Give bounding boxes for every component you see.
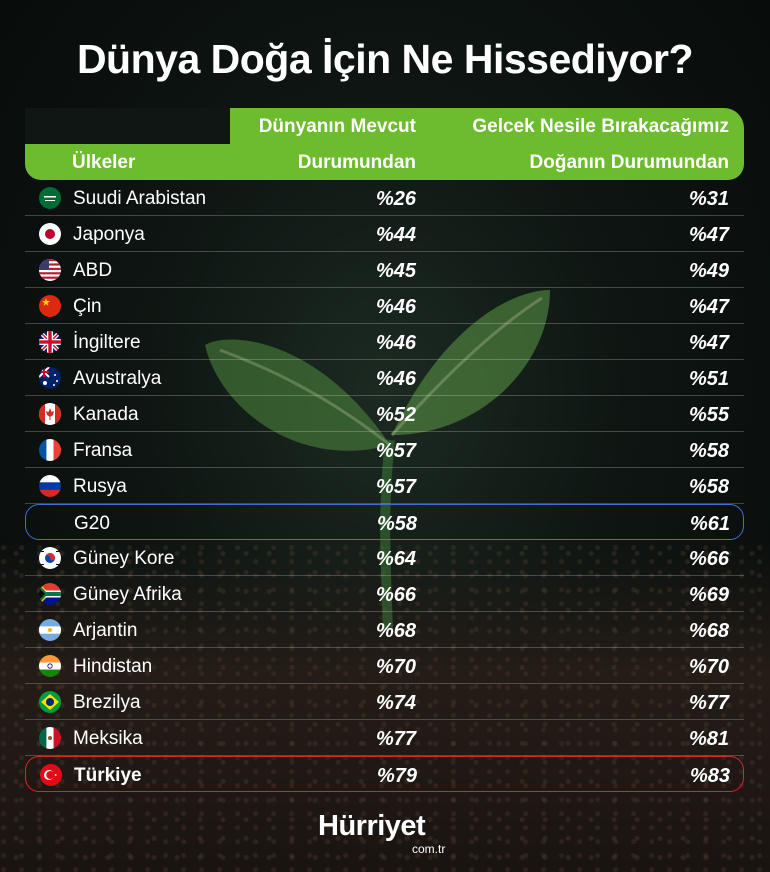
country-name: Meksika bbox=[73, 728, 143, 749]
current-state-value: %70 bbox=[375, 656, 416, 678]
table-row: Fransa %57 %58 bbox=[25, 432, 744, 468]
current-state-value: %52 bbox=[375, 404, 416, 426]
russia-flag-icon bbox=[39, 475, 61, 497]
future-state-value: %55 bbox=[688, 404, 729, 426]
country-name: Türkiye bbox=[74, 765, 142, 786]
table-row: Kanada %52 %55 bbox=[25, 396, 744, 432]
table-row: Çin %46 %47 bbox=[25, 288, 744, 324]
future-state-value: %77 bbox=[688, 692, 729, 714]
south-africa-flag-icon bbox=[39, 583, 61, 605]
country-name: Çin bbox=[73, 296, 102, 317]
india-flag-icon bbox=[39, 655, 61, 677]
future-state-value: %47 bbox=[688, 224, 729, 246]
current-state-value: %79 bbox=[376, 765, 417, 787]
future-state-value: %69 bbox=[688, 584, 729, 606]
future-state-value: %58 bbox=[688, 440, 729, 462]
country-name: Japonya bbox=[73, 224, 145, 245]
turkey-flag-icon bbox=[40, 764, 62, 786]
current-state-value: %77 bbox=[375, 728, 416, 750]
future-state-value: %47 bbox=[688, 296, 729, 318]
south-korea-flag-icon bbox=[39, 547, 61, 569]
argentina-flag-icon bbox=[39, 619, 61, 641]
table-row: Meksika %77 %81 bbox=[25, 720, 744, 756]
hurriyet-domain: com.tr bbox=[412, 842, 446, 856]
country-name: Rusya bbox=[73, 476, 127, 497]
country-name: Suudi Arabistan bbox=[73, 188, 207, 209]
table-row: G20 %58 %61 bbox=[25, 504, 744, 540]
country-name: Avustralya bbox=[73, 368, 162, 389]
current-state-value: %57 bbox=[375, 440, 416, 462]
hurriyet-logo: Hürriyet bbox=[318, 810, 426, 842]
brazil-flag-icon bbox=[39, 691, 61, 713]
future-state-value: %68 bbox=[688, 620, 729, 642]
table-row: ABD %45 %49 bbox=[25, 252, 744, 288]
future-state-value: %70 bbox=[688, 656, 729, 678]
current-state-value: %26 bbox=[375, 188, 416, 210]
country-name: Güney Afrika bbox=[73, 584, 182, 605]
japan-flag-icon bbox=[39, 223, 61, 245]
mexico-flag-icon bbox=[39, 727, 61, 749]
table-row: Arjantin %68 %68 bbox=[25, 612, 744, 648]
future-state-value: %49 bbox=[688, 260, 729, 282]
country-name: G20 bbox=[74, 513, 110, 534]
country-table: Suudi Arabistan %26 %31 Japonya %44 %47 ABD %45… bbox=[25, 180, 744, 792]
country-name: Hindistan bbox=[73, 656, 153, 677]
saudi-arabia-flag-icon bbox=[39, 187, 61, 209]
usa-flag-icon bbox=[39, 259, 61, 281]
uk-flag-icon bbox=[39, 331, 61, 353]
country-name: Güney Kore bbox=[73, 548, 175, 569]
table-row: Japonya %44 %47 bbox=[25, 216, 744, 252]
current-state-value: %68 bbox=[375, 620, 416, 642]
current-state-value: %46 bbox=[375, 368, 416, 390]
country-name: Kanada bbox=[73, 404, 139, 425]
country-name: Brezilya bbox=[73, 692, 141, 713]
page-title: Dünya Doğa İçin Ne Hissediyor? bbox=[76, 36, 694, 82]
country-name: Arjantin bbox=[73, 620, 138, 641]
country-name: İngiltere bbox=[73, 332, 141, 353]
seedling-illustration bbox=[205, 290, 550, 630]
current-state-value: %45 bbox=[375, 260, 416, 282]
future-state-value: %83 bbox=[689, 765, 730, 787]
france-flag-icon bbox=[39, 439, 61, 461]
header-future-line2: Doğanın Durumundan bbox=[529, 152, 729, 173]
current-state-value: %44 bbox=[375, 224, 416, 246]
table-row: Avustralya %46 %51 bbox=[25, 360, 744, 396]
country-name: Fransa bbox=[73, 440, 133, 461]
future-state-value: %61 bbox=[689, 513, 730, 535]
table-row: Rusya %57 %58 bbox=[25, 468, 744, 504]
australia-flag-icon bbox=[39, 367, 61, 389]
future-state-value: %66 bbox=[688, 548, 729, 570]
header-current-line2: Durumundan bbox=[297, 152, 416, 173]
canada-flag-icon bbox=[39, 403, 61, 425]
table-row: Suudi Arabistan %26 %31 bbox=[25, 180, 744, 216]
table-row: Güney Kore %64 %66 bbox=[25, 540, 744, 576]
country-name: ABD bbox=[73, 260, 113, 281]
table-row: Türkiye %79 %83 bbox=[25, 756, 744, 792]
future-state-value: %81 bbox=[688, 728, 729, 750]
table-row: Hindistan %70 %70 bbox=[25, 648, 744, 684]
future-state-value: %51 bbox=[688, 368, 729, 390]
current-state-value: %74 bbox=[375, 692, 416, 714]
table-row: İngiltere %46 %47 bbox=[25, 324, 744, 360]
future-state-value: %31 bbox=[688, 188, 729, 210]
current-state-value: %46 bbox=[375, 332, 416, 354]
future-state-value: %47 bbox=[688, 332, 729, 354]
current-state-value: %58 bbox=[376, 513, 417, 535]
current-state-value: %64 bbox=[375, 548, 416, 570]
table-row: Güney Afrika %66 %69 bbox=[25, 576, 744, 612]
current-state-value: %46 bbox=[375, 296, 416, 318]
header-future-line1: Gelcek Nesile Bırakacağımız bbox=[472, 116, 729, 137]
china-flag-icon bbox=[39, 295, 61, 317]
current-state-value: %66 bbox=[375, 584, 416, 606]
future-state-value: %58 bbox=[688, 476, 729, 498]
current-state-value: %57 bbox=[375, 476, 416, 498]
header-countries: Ülkeler bbox=[72, 152, 136, 173]
table-row: Brezilya %74 %77 bbox=[25, 684, 744, 720]
header-current-line1: Dünyanın Mevcut bbox=[258, 116, 416, 137]
